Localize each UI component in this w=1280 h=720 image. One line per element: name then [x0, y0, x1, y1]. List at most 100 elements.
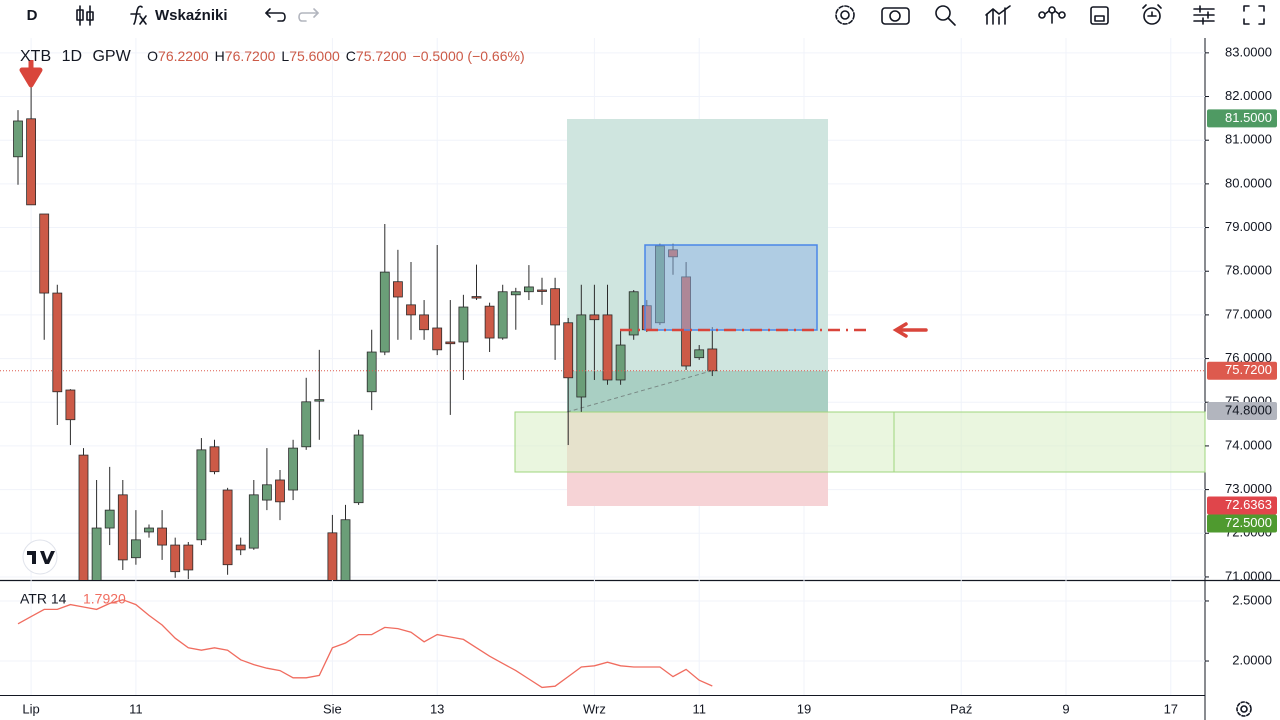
- candle-body: [563, 322, 574, 379]
- settings-button[interactable]: [835, 5, 855, 25]
- compare-button[interactable]: [985, 5, 1011, 25]
- candle-body: [458, 306, 469, 343]
- candle-body: [550, 288, 560, 326]
- interval: 1D: [62, 48, 82, 65]
- candle-body: [694, 349, 705, 359]
- price-label: 75.7200: [1225, 362, 1272, 377]
- alerts-button[interactable]: [1038, 6, 1066, 24]
- redo-button[interactable]: [298, 8, 319, 22]
- ohlc-key: C: [346, 48, 356, 64]
- price-label-bg: [1207, 109, 1277, 128]
- alert-button[interactable]: [1142, 4, 1162, 25]
- fullscreen-button[interactable]: [1243, 5, 1265, 25]
- candle-body: [602, 314, 613, 381]
- atr-line: [17, 599, 713, 689]
- symbol: XTB: [20, 48, 51, 65]
- candle-body: [524, 286, 534, 293]
- candle-body: [445, 341, 456, 345]
- candle-body: [314, 399, 325, 402]
- price-label: 74.8000: [1225, 402, 1272, 417]
- legend: XTB 1D GPW O76.2200 H76.7200 L75.6000 C75.7…: [20, 48, 525, 66]
- price-label-bg: [1207, 514, 1277, 533]
- y-tick-label: 2.0000: [1232, 652, 1272, 667]
- candle-body: [288, 447, 299, 491]
- candle-body: [510, 291, 521, 296]
- search-button[interactable]: [935, 5, 956, 26]
- candle-body: [170, 544, 181, 573]
- snapshot-button[interactable]: [881, 7, 910, 25]
- candle-body: [379, 271, 390, 353]
- candle-body: [130, 539, 141, 559]
- price-label: 72.5000: [1225, 515, 1272, 530]
- ohlc-value: 76.7200: [225, 48, 276, 64]
- candle-body: [419, 314, 430, 331]
- y-tick-label: 79.0000: [1225, 219, 1272, 234]
- indicator-pane: [17, 599, 713, 689]
- indicator-name: ATR 14: [20, 591, 67, 607]
- candle-body: [615, 344, 626, 381]
- x-tick-label: Sie: [323, 701, 342, 716]
- x-tick-label: 9: [1062, 701, 1069, 716]
- level-arrow: [892, 322, 928, 338]
- candle-body: [52, 292, 63, 393]
- indicator-value: 1.7920: [83, 591, 126, 607]
- candle-body: [406, 304, 416, 316]
- candle-body: [157, 527, 168, 546]
- price-label: 81.5000: [1225, 110, 1272, 125]
- candle-body: [196, 449, 207, 541]
- logo: [22, 539, 58, 575]
- settings-corner[interactable]: [1236, 701, 1252, 717]
- range-box: [644, 244, 818, 331]
- y-tick-label: 73.0000: [1225, 481, 1272, 496]
- x-tick-label: Lip: [22, 701, 39, 716]
- drawings-top: [19, 60, 928, 338]
- candle-body: [628, 291, 639, 336]
- y-tick-label: 78.0000: [1225, 263, 1272, 278]
- save-button[interactable]: [1090, 6, 1109, 25]
- candle-body: [248, 494, 259, 549]
- x-tick-label: 13: [430, 701, 444, 716]
- candle-body: [209, 446, 220, 473]
- candle-body: [104, 509, 115, 529]
- y-tick-label: 83.0000: [1225, 44, 1272, 59]
- indicators-icon[interactable]: [130, 5, 147, 25]
- position-path: [566, 370, 712, 413]
- undo-button[interactable]: [265, 8, 286, 22]
- y-tick-label: 71.0000: [1225, 568, 1272, 583]
- y-tick-label: 76.0000: [1225, 350, 1272, 365]
- candle-body: [13, 120, 23, 158]
- ohlc-key: L: [281, 48, 289, 64]
- x-tick-label: 17: [1164, 701, 1178, 716]
- candle-body: [471, 296, 482, 299]
- drawings: [514, 119, 1206, 506]
- candle-body: [366, 351, 377, 393]
- y-tick-label: 80.0000: [1225, 175, 1272, 190]
- change: −0.5000 (−0.66%): [413, 48, 525, 64]
- candle-body: [707, 348, 718, 372]
- exchange: GPW: [92, 48, 131, 65]
- candle-body: [484, 305, 495, 339]
- chart-type-button[interactable]: [76, 5, 94, 26]
- x-tick-label: 11: [692, 701, 706, 716]
- candle-body: [91, 527, 102, 580]
- x-tick-label: Wrz: [583, 701, 606, 716]
- price-label: 72.6363: [1225, 497, 1272, 512]
- ohlc-value: 75.6000: [289, 48, 340, 64]
- candle-body: [392, 281, 403, 298]
- candle-body: [222, 489, 233, 566]
- interval-button[interactable]: D: [27, 7, 38, 24]
- price-label-bg: [1207, 401, 1277, 420]
- ohlc-key: O: [147, 48, 158, 64]
- settings-sliders-button[interactable]: [1193, 5, 1215, 25]
- ohlc-value: 75.7200: [356, 48, 407, 64]
- y-tick-label: 77.0000: [1225, 306, 1272, 321]
- y-tick-label: 2.5000: [1232, 592, 1272, 607]
- candle-body: [537, 289, 547, 292]
- ohlc-value: 76.2200: [158, 48, 209, 64]
- candle-body: [183, 544, 194, 571]
- candle-body: [327, 532, 338, 580]
- candle-body: [78, 454, 89, 580]
- indicators-button[interactable]: Wskaźniki: [155, 7, 228, 24]
- candle-body: [261, 484, 272, 501]
